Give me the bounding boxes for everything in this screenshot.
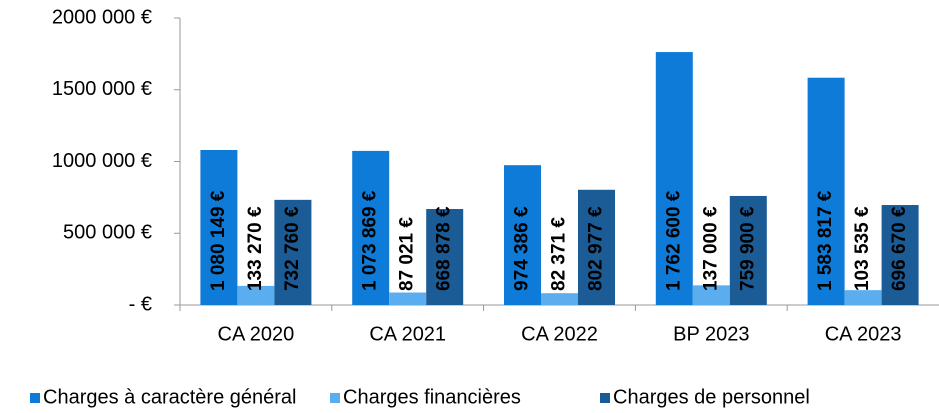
x-tick-label: CA 2022 [521,323,598,345]
legend-swatch [30,393,40,403]
y-tick-label: 1000 000 € [52,150,152,172]
value-label: 137 000 € [700,206,721,291]
value-label: 974 386 € [512,206,533,291]
legend-swatch [330,393,340,403]
bar [541,293,578,305]
value-label: 668 878 € [434,206,455,291]
x-tick-label: BP 2023 [673,323,749,345]
bar [389,292,427,305]
x-tick-label: CA 2021 [369,323,446,345]
value-label: 103 535 € [852,206,873,291]
value-label: 1 583 817 € [815,190,836,291]
value-label: 1 073 869 € [360,190,381,291]
y-tick-label: 500 000 € [63,222,152,244]
bar [504,165,541,305]
legend-label: Charges à caractère général [43,386,296,408]
bar [881,205,919,305]
bar [200,149,238,305]
bar [352,150,390,305]
y-tick-label: 1500 000 € [52,78,152,100]
bar [274,199,312,305]
bar [692,285,730,305]
x-tick-label: CA 2023 [825,323,902,345]
value-label: 133 270 € [245,206,266,291]
y-tick-label: - € [129,293,152,315]
bar [655,52,693,306]
bar [807,77,845,305]
bar [729,195,767,305]
bar [426,209,464,305]
value-label: 1 762 600 € [663,190,684,291]
value-label: 759 900 € [737,206,758,291]
bar [237,285,275,305]
value-label: 696 670 € [889,206,910,291]
legend-label: Charges de personnel [613,386,810,408]
value-label: 732 760 € [282,206,303,291]
bar [844,290,882,305]
value-label: 82 371 € [549,217,570,291]
x-tick-label: CA 2020 [218,323,295,345]
value-label: 802 977 € [586,206,607,291]
bar [578,189,615,305]
value-label: 87 021 € [397,217,418,291]
legend-label: Charges financières [343,386,521,408]
legend-swatch [600,393,610,403]
value-label: 1 080 149 € [208,190,229,291]
y-tick-label: 2000 000 € [52,6,152,28]
